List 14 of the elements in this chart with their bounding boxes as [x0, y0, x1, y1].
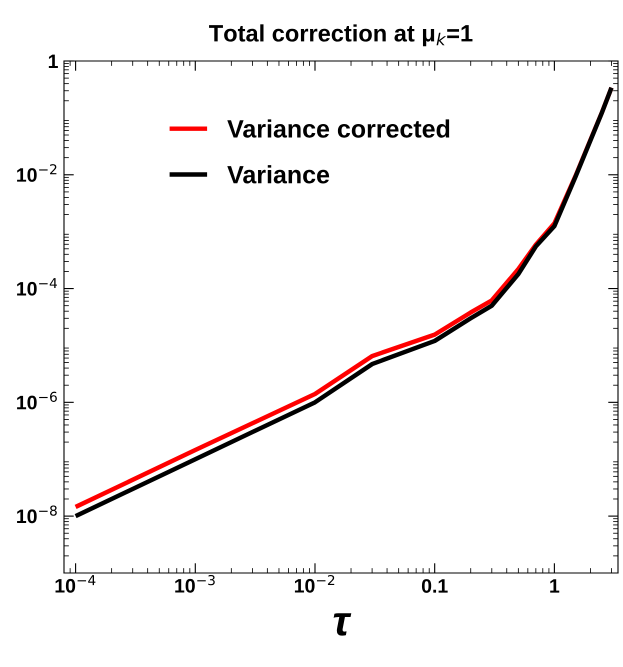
y-tick-label: 10$^{−6}$ — [17, 392, 57, 410]
y-tick-label: 10$^{−4}$ — [17, 278, 57, 296]
chart-title: Total correction at μ$_{k}$=1 — [209, 24, 472, 46]
x-axis-title: τ — [334, 613, 352, 636]
y-tick-label: 1 — [48, 54, 58, 68]
y-tick-label: 10$^{−2}$ — [17, 164, 56, 182]
x-tick-label: 1 — [550, 579, 560, 593]
legend-label: Variance — [227, 165, 330, 184]
y-tick-label: 10$^{−8}$ — [17, 505, 57, 524]
x-tick-label: 10$^{−3}$ — [175, 574, 215, 593]
x-tick-label: 10$^{−4}$ — [56, 575, 96, 593]
legend-label: Variance corrected — [227, 119, 450, 138]
x-tick-label: 0.1 — [422, 579, 448, 593]
x-tick-label: 10$^{−2}$ — [294, 574, 334, 593]
